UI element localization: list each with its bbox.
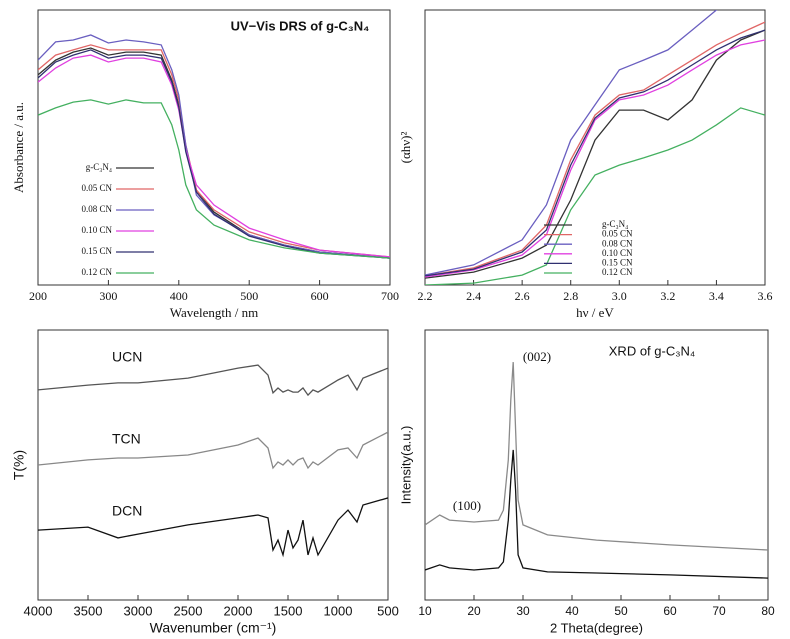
- x-tick-label: 200: [29, 289, 47, 303]
- series-line: [425, 362, 768, 551]
- x-tick-label: 500: [377, 603, 399, 618]
- series-line: [38, 99, 390, 259]
- x-tick-label: 2.2: [418, 289, 433, 303]
- plot-frame: [424, 9, 766, 286]
- legend-label: 0.15 CN: [602, 257, 633, 267]
- series-line: [38, 34, 390, 259]
- x-tick-label: 700: [381, 289, 399, 303]
- legend-label: 0.12 CN: [602, 267, 633, 277]
- x-tick-label: 10: [418, 604, 432, 618]
- plot-frame: [424, 329, 769, 601]
- series-line: [425, 449, 768, 579]
- series-line: [38, 431, 388, 470]
- x-tick-label: 4000: [24, 603, 53, 618]
- series-line: [38, 54, 390, 258]
- panel: 10 20 30 40 50 60 70 80 2 Theta(degree) Intensity…: [398, 329, 775, 635]
- chart-title: UV−Vis DRS of g-C₃N₄: [231, 18, 370, 33]
- legend-label: 0.08 CN: [602, 238, 633, 248]
- legend-label: g-C₃N₄: [86, 162, 112, 172]
- x-tick-label: 3000: [124, 603, 153, 618]
- x-tick-label: 1000: [324, 603, 353, 618]
- plot-frame: [37, 9, 391, 286]
- chart-title: XRD of g-C₃N₄: [609, 343, 695, 358]
- x-tick-label: 2.8: [563, 289, 578, 303]
- series-line: [425, 107, 765, 285]
- series-line: [425, 29, 765, 279]
- panel: 4000 3500 3000 2500 2000 1500 1000 500 Wavenumbe…: [11, 329, 399, 636]
- x-tick-label: 3.6: [758, 289, 773, 303]
- x-tick-label: 1500: [274, 603, 303, 618]
- legend-label: 0.08 CN: [81, 204, 112, 214]
- panel: 200 300 400 500 600 700 Wavelength / nm Absorba…: [11, 9, 399, 320]
- x-tick-label: 2500: [174, 603, 203, 618]
- legend-label: 0.10 CN: [81, 225, 112, 235]
- x-axis-label: Wavelength / nm: [170, 305, 259, 320]
- x-tick-label: 400: [170, 289, 188, 303]
- x-tick-label: 2.6: [515, 289, 530, 303]
- x-axis-label: hν / eV: [576, 305, 614, 320]
- x-tick-label: 2000: [224, 603, 253, 618]
- series-label: UCN: [112, 349, 142, 365]
- legend-label: 0.12 CN: [81, 267, 112, 277]
- y-axis-label: Intensity(a.u.): [398, 426, 413, 505]
- series-line: [425, 10, 718, 276]
- x-tick-label: 3.2: [660, 289, 675, 303]
- series-line: [38, 364, 388, 397]
- y-axis-label: Absorbance / a.u.: [11, 102, 26, 193]
- x-axis-label: 2 Theta(degree): [550, 620, 643, 635]
- x-tick-label: 60: [663, 604, 677, 618]
- x-tick-label: 300: [99, 289, 117, 303]
- x-tick-label: 3500: [74, 603, 103, 618]
- x-tick-label: 20: [467, 604, 481, 618]
- annotation: (100): [453, 498, 481, 513]
- x-tick-label: 3.0: [612, 289, 627, 303]
- x-tick-label: 3.4: [709, 289, 724, 303]
- x-tick-label: 600: [311, 289, 329, 303]
- x-tick-label: 80: [761, 604, 775, 618]
- panel: 2.2 2.4 2.6 2.8 3.0 3.2 3.4 3.6 hν / eV (αhν)² g-C…: [398, 9, 773, 320]
- annotation: (002): [523, 349, 551, 364]
- plot-frame: [37, 329, 389, 601]
- series-label: DCN: [112, 503, 142, 519]
- x-tick-label: 500: [240, 289, 258, 303]
- series-line: [425, 21, 765, 277]
- legend-label: 0.05 CN: [81, 183, 112, 193]
- legend-label: g-C₃N₄: [602, 219, 628, 229]
- series-line: [425, 39, 765, 278]
- series-label: TCN: [112, 431, 141, 447]
- legend-label: 0.05 CN: [602, 229, 633, 239]
- x-tick-label: 70: [712, 604, 726, 618]
- x-tick-label: 40: [565, 604, 579, 618]
- x-axis-label: Wavenumber (cm⁻¹): [150, 620, 277, 636]
- legend-label: 0.15 CN: [81, 246, 112, 256]
- x-tick-label: 30: [516, 604, 530, 618]
- y-axis-label: T(%): [11, 450, 27, 480]
- legend-label: 0.10 CN: [602, 248, 633, 258]
- y-axis-label: (αhν)²: [398, 132, 413, 164]
- series-line: [38, 44, 390, 258]
- series-line: [38, 497, 388, 558]
- series-line: [38, 49, 390, 259]
- x-tick-label: 2.4: [466, 289, 481, 303]
- x-tick-label: 50: [614, 604, 628, 618]
- series-line: [425, 29, 765, 277]
